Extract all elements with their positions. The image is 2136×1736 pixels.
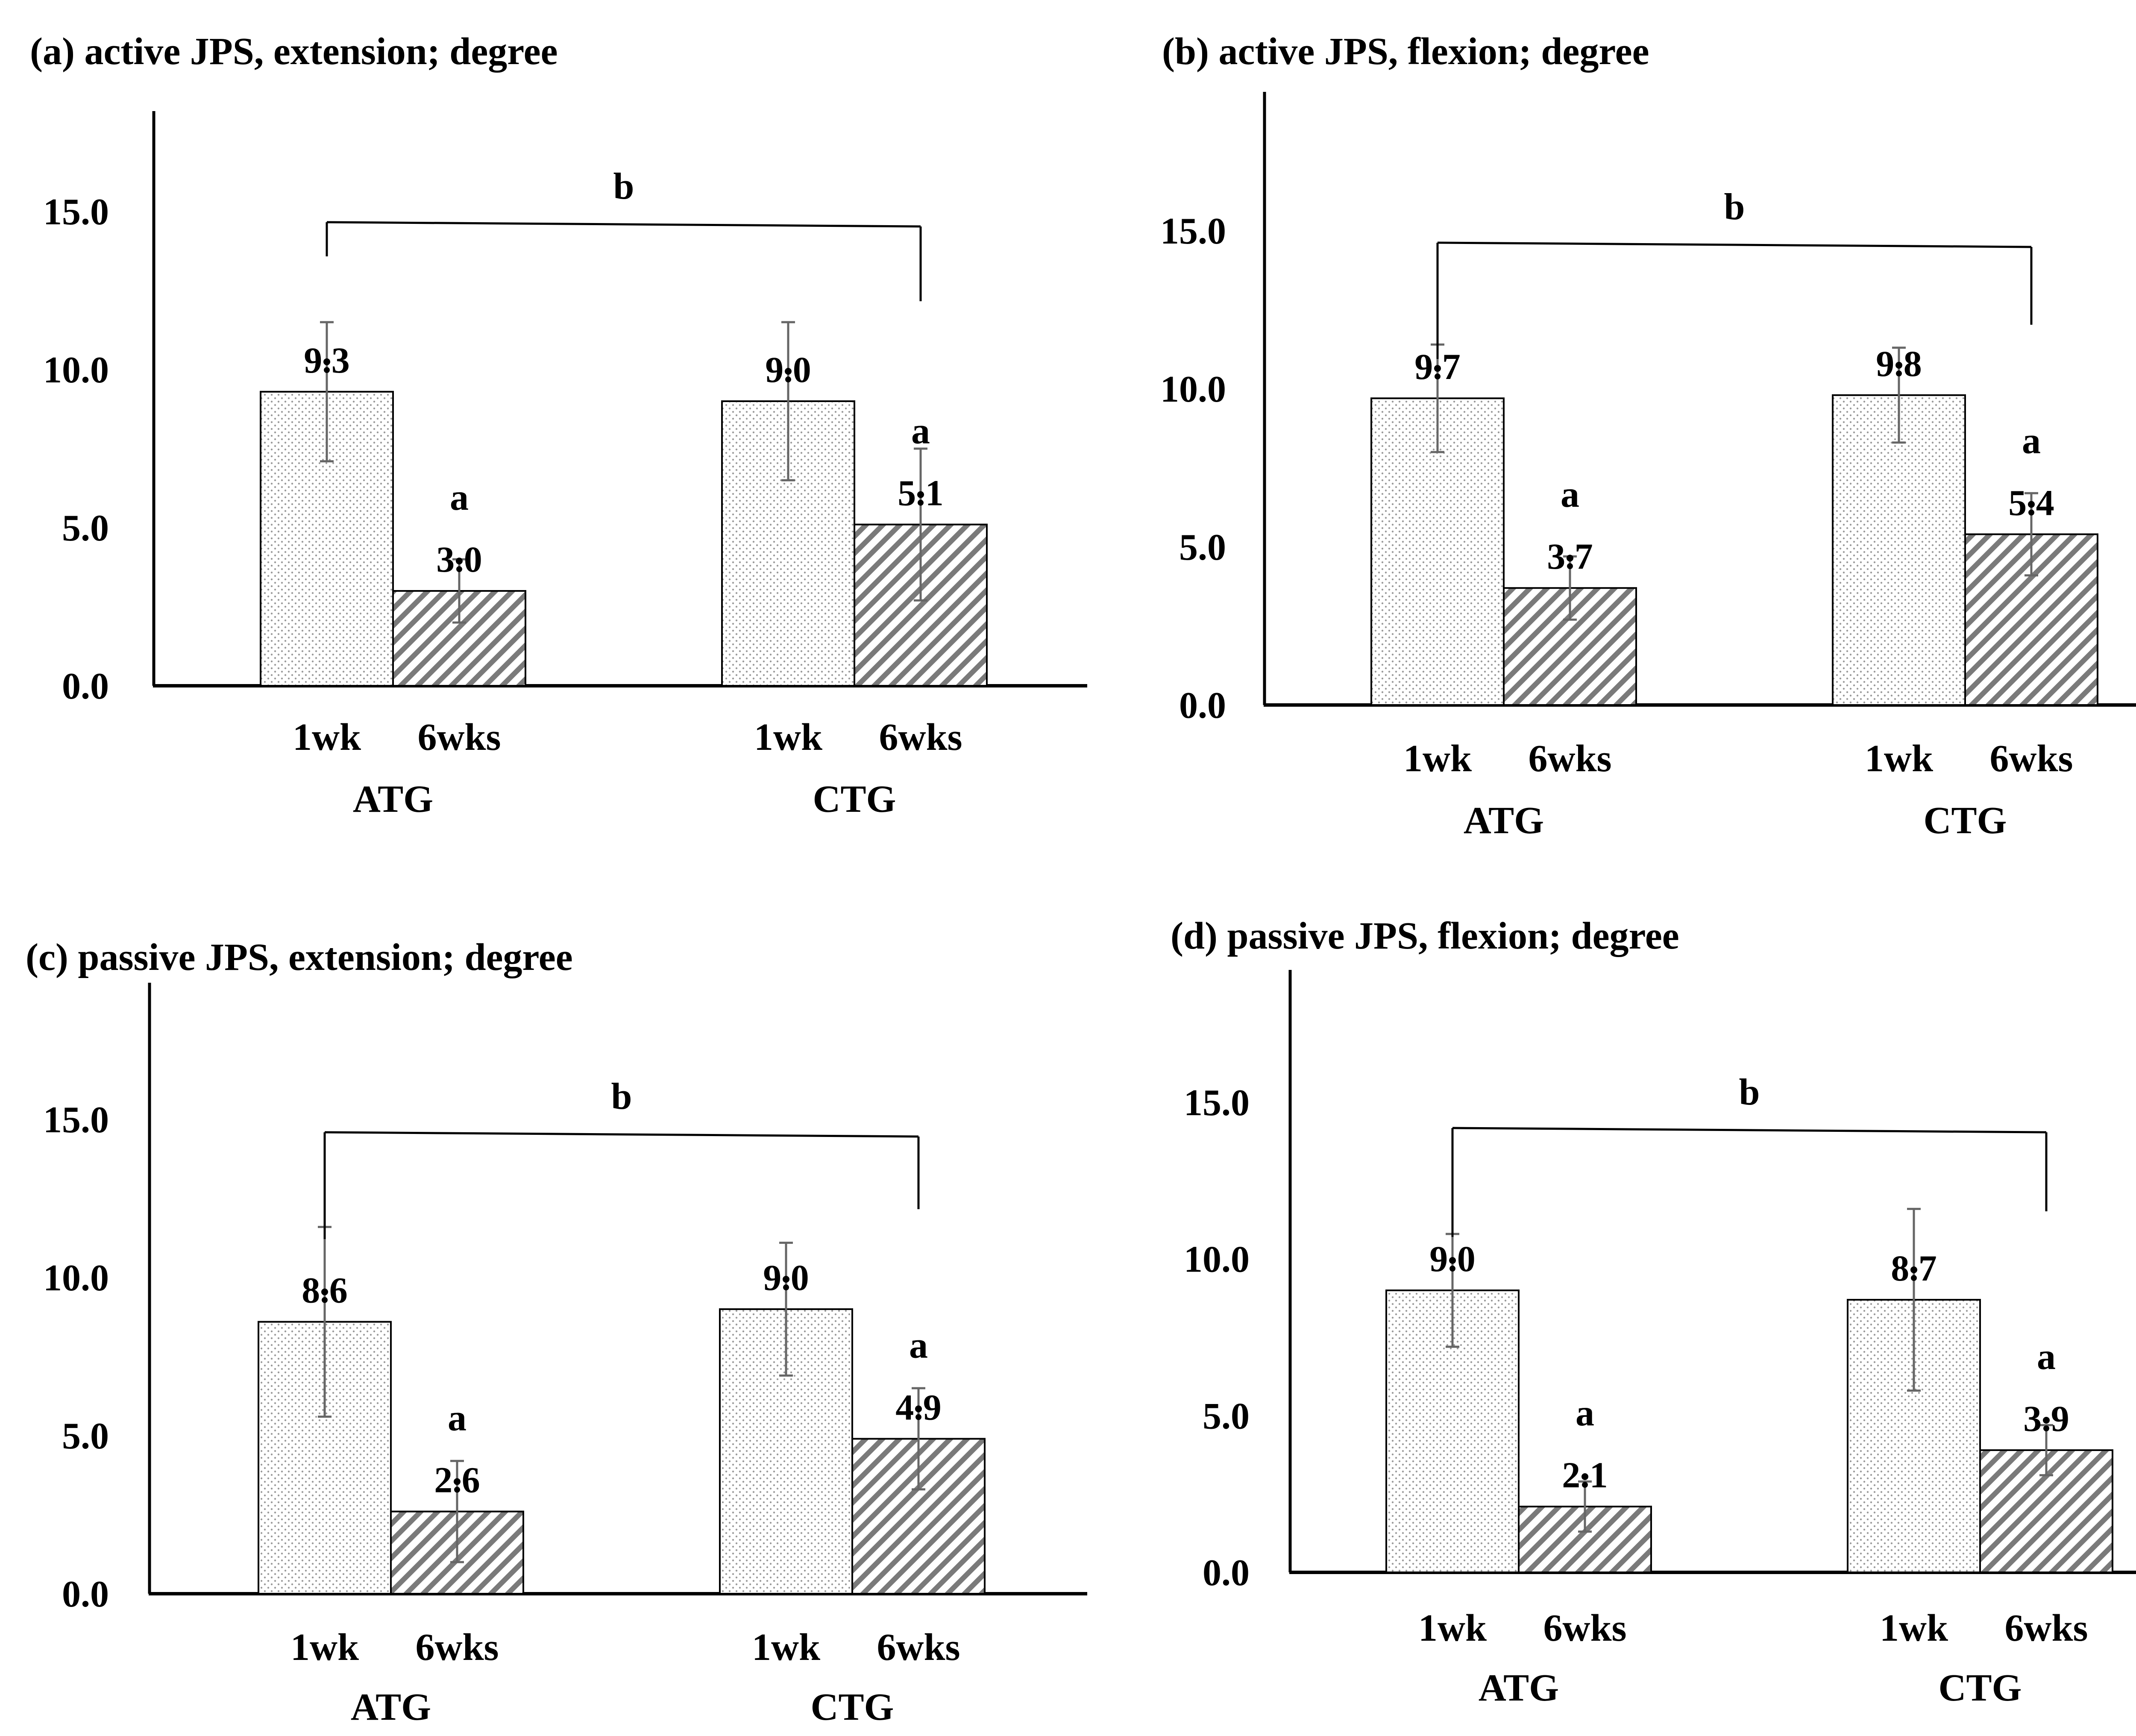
mean-dot: [1434, 365, 1441, 372]
significance-b: b: [613, 166, 634, 207]
mean-dot: [1567, 555, 1573, 562]
significance-a: a: [1561, 474, 1579, 515]
mean-dot: [1449, 1257, 1456, 1264]
x-category-label: 1wk: [1880, 1607, 1948, 1649]
y-tick-label: 10.0: [43, 350, 109, 391]
chart-panel-a: (a) active JPS, extension; degree 0.0 5.0 1…: [30, 30, 1087, 820]
significance-b: b: [1739, 1072, 1760, 1113]
x-group-label: ATG: [353, 778, 433, 820]
x-category-label: 6wks: [415, 1626, 499, 1668]
x-category-label: 1wk: [290, 1626, 359, 1668]
y-tick-label: 0.0: [62, 666, 109, 707]
chart-panel-c: (c) passive JPS, extension; degree 0.0 5.0…: [26, 936, 1087, 1728]
chart-title: (c) passive JPS, extension; degree: [26, 936, 573, 978]
significance-b: b: [1724, 186, 1745, 228]
bracket-top: [1437, 241, 2032, 248]
x-group-label: CTG: [810, 1686, 894, 1728]
bracket-top: [1452, 1127, 2047, 1134]
mean-dot: [2043, 1417, 2050, 1424]
y-tick-label: 15.0: [1160, 211, 1226, 252]
mean-dot: [456, 558, 463, 564]
chart-panel-d: (d) passive JPS, flexion; degree 0.0 5.0 10…: [1171, 915, 2136, 1709]
significance-a: a: [2037, 1336, 2056, 1378]
x-category-label: 1wk: [293, 716, 361, 758]
x-category-label: 6wks: [1989, 737, 2073, 780]
chart-title: (d) passive JPS, flexion; degree: [1171, 915, 1679, 957]
x-category-label: 1wk: [1403, 737, 1472, 780]
mean-dot: [2028, 501, 2035, 508]
y-tick-label: 10.0: [1160, 369, 1226, 410]
significance-a: a: [909, 1325, 928, 1366]
x-category-label: 1wk: [752, 1626, 820, 1668]
chart-panel-b: (b) active JPS, flexion; degree 0.0 5.0 10.…: [1160, 30, 2136, 842]
y-tick-label: 15.0: [1184, 1082, 1250, 1124]
mean-dot: [785, 368, 792, 375]
bracket-top: [324, 1131, 919, 1138]
x-category-label: 6wks: [877, 1626, 960, 1668]
y-tick-label: 15.0: [43, 191, 109, 233]
bar-ctg-6wks: [854, 523, 988, 687]
significance-a: a: [448, 1398, 467, 1439]
y-tick-label: 10.0: [43, 1257, 109, 1299]
y-tick-label: 5.0: [1179, 527, 1226, 568]
significance-b: b: [611, 1076, 632, 1117]
mean-dot: [1910, 1266, 1917, 1273]
x-category-label: 6wks: [417, 716, 501, 758]
mean-dot: [915, 1405, 922, 1413]
x-category-label: 1wk: [754, 716, 822, 758]
chart-title: (a) active JPS, extension; degree: [30, 30, 558, 73]
significance-a: a: [450, 477, 469, 518]
y-tick-label: 0.0: [1203, 1552, 1250, 1594]
y-tick-label: 0.0: [62, 1574, 109, 1615]
mean-dot: [917, 491, 924, 498]
bracket-top: [326, 221, 921, 228]
y-tick-label: 0.0: [1179, 685, 1226, 726]
x-group-label: CTG: [1923, 799, 2007, 842]
x-category-label: 6wks: [1543, 1607, 1626, 1649]
y-tick-label: 5.0: [62, 1416, 109, 1457]
mean-dot: [321, 1288, 328, 1295]
y-tick-label: 10.0: [1184, 1239, 1250, 1281]
y-tick-label: 15.0: [43, 1099, 109, 1141]
x-category-label: 6wks: [879, 716, 962, 758]
significance-a: a: [911, 411, 930, 452]
chart-title: (b) active JPS, flexion; degree: [1162, 30, 1649, 73]
x-group-label: CTG: [813, 778, 896, 820]
x-group-label: ATG: [1479, 1667, 1559, 1709]
bar-ctg-1wk: [1832, 394, 1966, 706]
x-category-label: 1wk: [1865, 737, 1933, 780]
mean-dot: [1895, 361, 1902, 369]
x-category-label: 6wks: [2004, 1607, 2088, 1649]
y-tick-label: 5.0: [62, 508, 109, 549]
mean-dot: [323, 358, 330, 365]
x-category-label: 1wk: [1418, 1607, 1487, 1649]
x-group-label: CTG: [1938, 1667, 2022, 1709]
significance-a: a: [1576, 1392, 1594, 1434]
mean-dot: [454, 1478, 461, 1485]
y-tick-label: 5.0: [1203, 1395, 1250, 1437]
mean-dot: [1581, 1473, 1588, 1480]
x-group-label: ATG: [1464, 799, 1544, 842]
x-category-label: 6wks: [1528, 737, 1611, 780]
mean-dot: [783, 1276, 789, 1283]
significance-a: a: [2022, 420, 2041, 461]
x-group-label: ATG: [351, 1686, 431, 1728]
